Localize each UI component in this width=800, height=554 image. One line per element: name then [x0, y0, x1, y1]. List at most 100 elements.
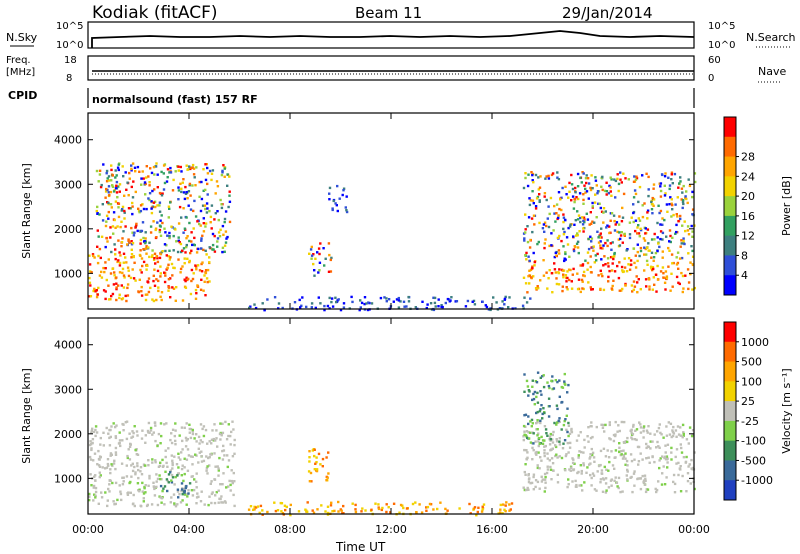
- scatter-cell: [585, 190, 589, 193]
- scatter-cell: [554, 454, 557, 458]
- scatter-cell: [618, 450, 621, 453]
- scatter-cell: [570, 429, 573, 432]
- scatter-cell: [624, 457, 627, 460]
- scatter-cell: [437, 305, 440, 308]
- scatter-cell: [182, 207, 185, 210]
- scatter-cell: [536, 428, 539, 431]
- scatter-cell: [217, 489, 220, 492]
- scatter-cell: [115, 286, 118, 289]
- scatter-cell: [606, 257, 610, 260]
- scatter-cell: [481, 505, 484, 508]
- scatter-cell: [105, 172, 108, 175]
- scatter-cell: [524, 228, 527, 231]
- scatter-cell: [634, 429, 637, 432]
- scatter-cell: [171, 428, 175, 431]
- scatter-cell: [609, 176, 612, 179]
- scatter-cell: [551, 433, 554, 437]
- velocity-data-layer: [88, 371, 696, 517]
- scatter-cell: [618, 261, 621, 264]
- scatter-cell: [157, 279, 160, 283]
- scatter-cell: [582, 193, 585, 196]
- scatter-cell: [136, 434, 139, 437]
- scatter-cell: [342, 306, 346, 309]
- scatter-cell: [139, 238, 143, 242]
- scatter-cell: [220, 434, 223, 437]
- scatter-cell: [227, 205, 230, 209]
- scatter-cell: [569, 469, 572, 472]
- scatter-cell: [614, 449, 618, 452]
- scatter-cell: [641, 474, 644, 478]
- scatter-cell: [351, 300, 354, 304]
- scatter-cell: [617, 486, 620, 490]
- scatter-cell: [120, 241, 124, 244]
- scatter-cell: [601, 274, 604, 278]
- scatter-cell: [107, 175, 111, 178]
- scatter-cell: [314, 306, 317, 310]
- scatter-cell: [115, 184, 118, 187]
- scatter-cell: [224, 241, 228, 244]
- scatter-cell: [183, 488, 186, 491]
- scatter-cell: [181, 299, 185, 302]
- scatter-cell: [660, 483, 664, 486]
- scatter-cell: [228, 175, 231, 178]
- scatter-cell: [482, 503, 486, 506]
- scatter-cell: [691, 235, 694, 238]
- scatter-cell: [210, 178, 213, 182]
- scatter-cell: [167, 255, 170, 258]
- scatter-cell: [495, 301, 498, 304]
- scatter-cell: [475, 514, 478, 517]
- scatter-cell: [612, 214, 616, 217]
- scatter-cell: [627, 178, 630, 181]
- scatter-cell: [425, 306, 428, 310]
- scatter-cell: [179, 271, 182, 274]
- scatter-cell: [476, 510, 479, 514]
- scatter-cell: [166, 176, 169, 179]
- scatter-cell: [543, 454, 546, 458]
- scatter-cell: [583, 481, 586, 484]
- scatter-cell: [526, 291, 529, 294]
- scatter-cell: [158, 474, 161, 477]
- scatter-cell: [576, 232, 579, 235]
- scatter-cell: [547, 277, 550, 280]
- scatter-cell: [547, 177, 551, 180]
- scatter-cell: [226, 465, 229, 469]
- scatter-cell: [117, 168, 120, 172]
- scatter-cell: [537, 444, 540, 448]
- scatter-cell: [152, 274, 155, 277]
- scatter-cell: [99, 256, 102, 260]
- scatter-cell: [609, 479, 613, 482]
- scatter-cell: [137, 468, 140, 472]
- scatter-cell: [615, 481, 619, 484]
- scatter-cell: [152, 431, 155, 434]
- scatter-cell: [668, 249, 671, 252]
- scatter-cell: [523, 239, 526, 242]
- scatter-cell: [608, 184, 611, 188]
- scatter-cell: [587, 247, 591, 251]
- scatter-cell: [531, 458, 534, 461]
- scatter-cell: [613, 178, 616, 181]
- scatter-cell: [328, 192, 331, 195]
- scatter-cell: [116, 225, 119, 228]
- scatter-cell: [158, 230, 161, 234]
- scatter-cell: [173, 455, 176, 458]
- scatter-cell: [99, 456, 102, 459]
- scatter-cell: [107, 432, 110, 435]
- scatter-cell: [136, 482, 140, 485]
- scatter-cell: [414, 306, 417, 309]
- scatter-cell: [108, 194, 111, 197]
- scatter-cell: [177, 472, 180, 475]
- scatter-cell: [657, 242, 660, 245]
- scatter-cell: [539, 175, 542, 178]
- scatter-cell: [195, 480, 198, 483]
- scatter-cell: [653, 238, 656, 241]
- scatter-cell: [166, 234, 169, 237]
- scatter-cell: [607, 486, 611, 489]
- scatter-cell: [153, 188, 156, 191]
- scatter-cell: [184, 185, 187, 189]
- scatter-cell: [609, 186, 612, 189]
- scatter-cell: [202, 434, 206, 438]
- scatter-cell: [198, 442, 201, 445]
- scatter-cell: [641, 204, 644, 207]
- scatter-cell: [108, 436, 111, 440]
